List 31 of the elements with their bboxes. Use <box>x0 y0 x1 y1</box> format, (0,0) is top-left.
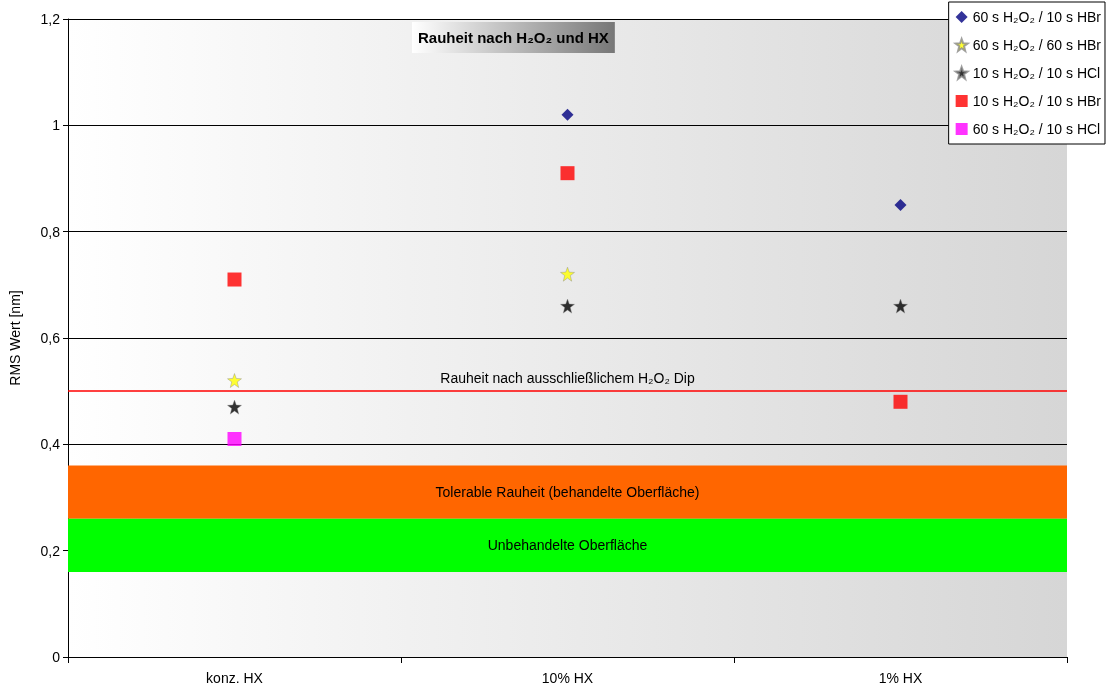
y-tick-label: 0,8 <box>40 223 61 240</box>
x-tick-label: konz. HX <box>206 670 264 686</box>
y-tick-label: 1,2 <box>40 11 61 27</box>
point <box>560 266 575 282</box>
band-label: Tolerable Rauheit (behandelte Oberfläche) <box>435 484 700 501</box>
x-tick-label: 10% HX <box>541 670 594 686</box>
point <box>227 373 242 388</box>
ref-line-label: Rauheit nach ausschließlichem H₂O₂ Dip <box>440 370 695 387</box>
legend-label: 10 s H₂O₂ / 10 s HBr <box>972 93 1102 109</box>
legend-label: 60 s H₂O₂ / 10 s HBr <box>972 9 1102 25</box>
point <box>893 394 908 409</box>
point <box>894 199 907 212</box>
y-tick-label: 0,4 <box>40 436 61 453</box>
point <box>227 432 242 447</box>
band-label: Unbehandelte Oberfläche <box>487 537 648 554</box>
legend-label: 60 s H₂O₂ / 10 s HCl <box>972 121 1101 137</box>
y-tick-label: 0,6 <box>40 330 61 346</box>
point <box>561 108 574 121</box>
point <box>560 298 575 314</box>
legend-label: 60 s H₂O₂ / 60 s HBr <box>972 37 1102 53</box>
point <box>227 272 242 287</box>
point <box>227 399 242 415</box>
legend-label: 10 s H₂O₂ / 10 s HCl <box>972 65 1101 81</box>
point <box>893 298 908 314</box>
text: Rauheit nach H₂O₂ und HX <box>418 29 609 46</box>
x-tick-label: 1% HX <box>878 670 923 686</box>
y-axis-title: RMS Wert [nm] <box>7 290 23 386</box>
y-tick-label: 0 <box>52 649 61 665</box>
point <box>560 166 575 181</box>
y-tick-label: 0,2 <box>40 542 61 559</box>
y-tick-label: 1 <box>52 117 61 134</box>
